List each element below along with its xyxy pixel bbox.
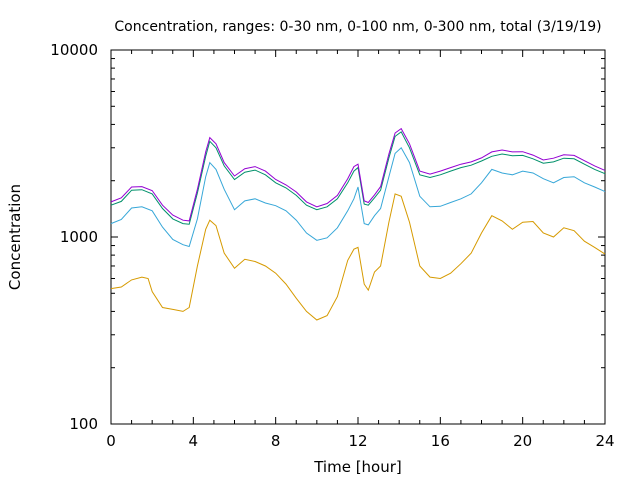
x-tick-label: 24: [595, 432, 614, 450]
x-axis: 0 4 8 12 16 20 24: [106, 50, 615, 450]
series-line-3: [110, 131, 606, 225]
y-tick-label: 100: [69, 415, 98, 433]
series-line-1: [110, 193, 606, 321]
x-tick-label: 4: [189, 432, 199, 450]
x-tick-label: 8: [271, 432, 281, 450]
chart-title: Concentration, ranges: 0-30 nm, 0-100 nm…: [114, 19, 601, 35]
y-axis-label: Concentration: [6, 184, 24, 290]
x-tick-label: 16: [431, 432, 450, 450]
series-line-4: [110, 127, 606, 222]
plot-frame: [110, 49, 606, 425]
x-tick-label: 12: [348, 432, 367, 450]
y-axis: 100 1000 10000: [50, 41, 605, 433]
x-axis-label: Time [hour]: [313, 458, 402, 476]
series-layer: [110, 127, 606, 321]
series-line-2: [110, 147, 606, 248]
y-tick-label: 1000: [60, 228, 98, 246]
y-tick-label: 10000: [50, 41, 98, 59]
x-tick-label: 0: [106, 432, 116, 450]
x-tick-label: 20: [513, 432, 532, 450]
